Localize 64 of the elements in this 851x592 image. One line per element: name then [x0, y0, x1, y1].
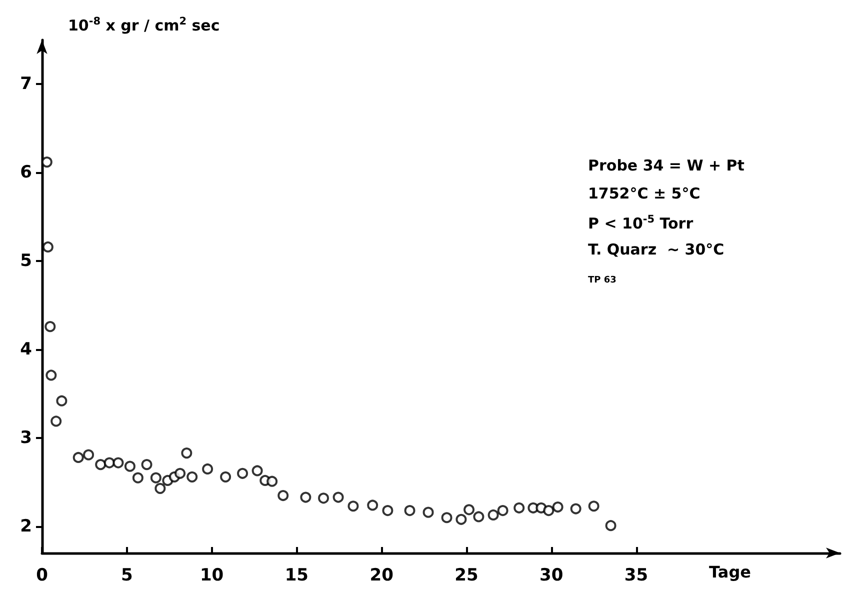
- point: [42, 241, 54, 252]
- point: [473, 511, 484, 522]
- y-tick-label: 4: [20, 340, 32, 360]
- y-tick-label: 6: [20, 162, 32, 183]
- point: [202, 463, 214, 474]
- point: [367, 500, 378, 511]
- x-tick-label: 20: [370, 566, 394, 586]
- point: [186, 471, 198, 482]
- point: [132, 472, 144, 484]
- point: [174, 468, 186, 479]
- x-tick-label: 15: [284, 566, 309, 586]
- point: [456, 514, 467, 525]
- point: [332, 492, 344, 503]
- y-tick-label: 5: [20, 251, 32, 272]
- point: [56, 395, 68, 406]
- point: [464, 504, 475, 516]
- point: [266, 476, 278, 487]
- point: [588, 500, 600, 512]
- point: [543, 505, 554, 516]
- point: [112, 457, 124, 468]
- point: [278, 490, 289, 502]
- point: [181, 448, 192, 459]
- x-tick-label: 10: [200, 566, 224, 586]
- point: [104, 457, 115, 468]
- x-tick-label: 0: [36, 566, 48, 586]
- x-tick-label: 5: [120, 566, 133, 586]
- y-tick-label: 3: [20, 428, 32, 448]
- point: [497, 505, 508, 516]
- y-tick-label: 2: [20, 516, 32, 536]
- point: [220, 471, 232, 482]
- point: [514, 502, 525, 514]
- point: [422, 506, 434, 518]
- point: [441, 512, 452, 524]
- point: [318, 492, 330, 504]
- point: [348, 500, 359, 512]
- x-tick-label: 35: [624, 566, 648, 586]
- point: [44, 321, 56, 332]
- x-tick-label: 25: [454, 566, 478, 586]
- point: [488, 509, 499, 520]
- point: [252, 465, 263, 476]
- point: [150, 472, 162, 484]
- point: [605, 520, 616, 532]
- point: [154, 482, 166, 494]
- point: [83, 449, 94, 460]
- point: [141, 459, 152, 470]
- annotation: TP 63: [588, 276, 616, 286]
- point: [72, 452, 84, 463]
- annotation: Probe 34 = W + Pt: [588, 156, 744, 174]
- point: [50, 416, 62, 427]
- point: [570, 503, 582, 514]
- point: [124, 460, 136, 472]
- annotation: 1752°C ± 5°C: [588, 184, 700, 202]
- point: [300, 492, 312, 503]
- x-axis-title: Tage: [709, 562, 752, 582]
- point: [552, 502, 564, 513]
- point: [41, 156, 52, 168]
- point: [237, 468, 248, 479]
- point: [382, 505, 394, 516]
- x-tick-label: 30: [540, 566, 564, 586]
- point: [95, 459, 106, 470]
- y-tick-label: 7: [20, 74, 32, 94]
- point: [46, 370, 57, 381]
- annotation: T. Quarz ∼ 30°C: [588, 240, 724, 258]
- point: [404, 505, 416, 516]
